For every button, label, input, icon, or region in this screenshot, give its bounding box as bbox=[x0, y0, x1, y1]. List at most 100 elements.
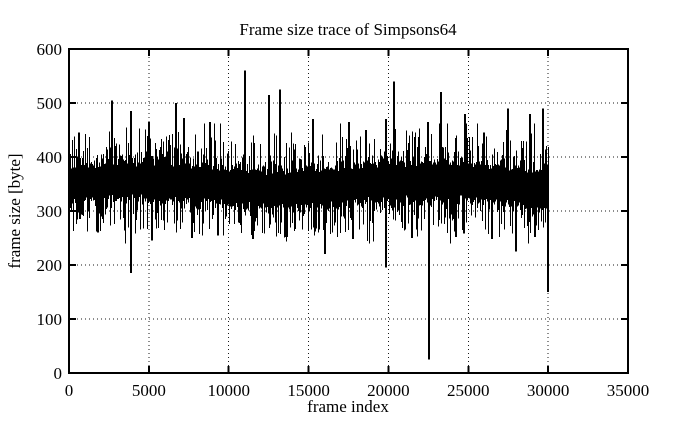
trace-column bbox=[241, 170, 242, 234]
trace-dip bbox=[285, 189, 287, 237]
trace-column bbox=[300, 158, 301, 213]
trace-column bbox=[371, 164, 372, 201]
trace-column bbox=[314, 163, 315, 236]
trace-column bbox=[271, 161, 272, 209]
trace-column bbox=[434, 159, 435, 202]
trace-column bbox=[527, 172, 528, 226]
trace-column bbox=[226, 170, 227, 217]
trace-column bbox=[272, 173, 273, 215]
trace-column bbox=[544, 163, 545, 208]
y-axis-label: frame size [byte] bbox=[5, 153, 24, 268]
trace-column bbox=[332, 168, 333, 233]
y-tick-label: 200 bbox=[37, 256, 63, 275]
trace-column bbox=[399, 161, 400, 216]
trace-column bbox=[443, 147, 444, 203]
trace-column bbox=[420, 163, 421, 206]
trace-column bbox=[163, 141, 164, 221]
trace-column bbox=[217, 168, 218, 205]
trace-column bbox=[197, 151, 198, 216]
trace-column bbox=[77, 156, 78, 220]
trace-column bbox=[383, 158, 384, 198]
trace-column bbox=[204, 123, 205, 199]
trace-column bbox=[453, 161, 454, 219]
trace-column bbox=[441, 162, 442, 224]
trace-column bbox=[194, 166, 195, 232]
trace-column bbox=[528, 169, 529, 244]
trace-column bbox=[166, 136, 167, 201]
trace-column bbox=[140, 163, 141, 230]
y-tick-label: 600 bbox=[37, 40, 63, 59]
trace-column bbox=[483, 165, 484, 206]
trace-column bbox=[84, 164, 85, 201]
trace-column bbox=[381, 155, 382, 202]
trace-column bbox=[439, 123, 440, 221]
trace-column bbox=[275, 164, 276, 223]
chart-title: Frame size trace of Simpsons64 bbox=[239, 20, 457, 39]
trace-column bbox=[385, 166, 386, 205]
trace-column bbox=[142, 161, 143, 205]
trace-column bbox=[521, 141, 522, 219]
trace-column bbox=[135, 154, 136, 234]
trace-column bbox=[260, 143, 261, 208]
x-tick-label: 15000 bbox=[287, 381, 330, 400]
trace-column bbox=[236, 163, 237, 203]
trace-dip bbox=[534, 189, 536, 237]
trace-dip bbox=[130, 189, 132, 274]
trace-column bbox=[541, 169, 542, 222]
trace-column bbox=[523, 141, 524, 205]
trace-column bbox=[313, 169, 314, 228]
trace-column bbox=[490, 165, 491, 201]
trace-spike bbox=[542, 108, 544, 179]
trace-column bbox=[525, 171, 526, 209]
trace-column bbox=[253, 135, 254, 233]
trace-dip bbox=[217, 189, 219, 236]
trace-column bbox=[462, 157, 463, 231]
trace-column bbox=[517, 167, 518, 207]
trace-column bbox=[475, 164, 476, 218]
trace-column bbox=[234, 166, 235, 224]
trace-column bbox=[91, 162, 92, 202]
trace-column bbox=[392, 150, 393, 211]
trace-column bbox=[231, 141, 232, 209]
trace-column bbox=[456, 135, 457, 215]
trace-column bbox=[156, 148, 157, 229]
trace-column bbox=[177, 148, 178, 221]
trace-column bbox=[273, 160, 274, 218]
trace-column bbox=[333, 169, 334, 207]
trace-column bbox=[304, 144, 305, 215]
trace-column bbox=[157, 156, 158, 214]
trace-column bbox=[121, 155, 122, 202]
trace-column bbox=[117, 165, 118, 200]
trace-column bbox=[251, 142, 252, 235]
trace-column bbox=[281, 165, 282, 223]
trace-column bbox=[149, 158, 150, 202]
trace-column bbox=[480, 164, 481, 212]
trace-column bbox=[235, 143, 236, 211]
trace-column bbox=[487, 160, 488, 202]
y-tick-label: 100 bbox=[37, 310, 63, 329]
trace-column bbox=[209, 169, 210, 229]
trace-column bbox=[230, 169, 231, 207]
trace-column bbox=[406, 130, 407, 196]
trace-column bbox=[75, 167, 76, 203]
trace-column bbox=[433, 162, 434, 226]
trace-column bbox=[106, 146, 107, 210]
trace-column bbox=[543, 169, 544, 228]
trace-column bbox=[493, 166, 494, 203]
trace-column bbox=[94, 160, 95, 201]
trace-column bbox=[344, 168, 345, 219]
trace-column bbox=[358, 163, 359, 205]
trace-column bbox=[417, 146, 418, 237]
trace-dip bbox=[191, 189, 193, 238]
trace-column bbox=[518, 165, 519, 206]
x-tick-labels: 0 5000 10000 15000 20000 25000 30000 35000 bbox=[65, 381, 650, 400]
trace-column bbox=[335, 165, 336, 223]
trace-spike bbox=[365, 130, 367, 179]
trace-column bbox=[477, 123, 478, 208]
trace-column bbox=[401, 156, 402, 222]
trace-column bbox=[414, 136, 415, 215]
trace-column bbox=[307, 166, 308, 206]
trace-column bbox=[299, 158, 300, 221]
y-tick-label: 400 bbox=[37, 148, 63, 167]
trace-column bbox=[116, 143, 117, 202]
